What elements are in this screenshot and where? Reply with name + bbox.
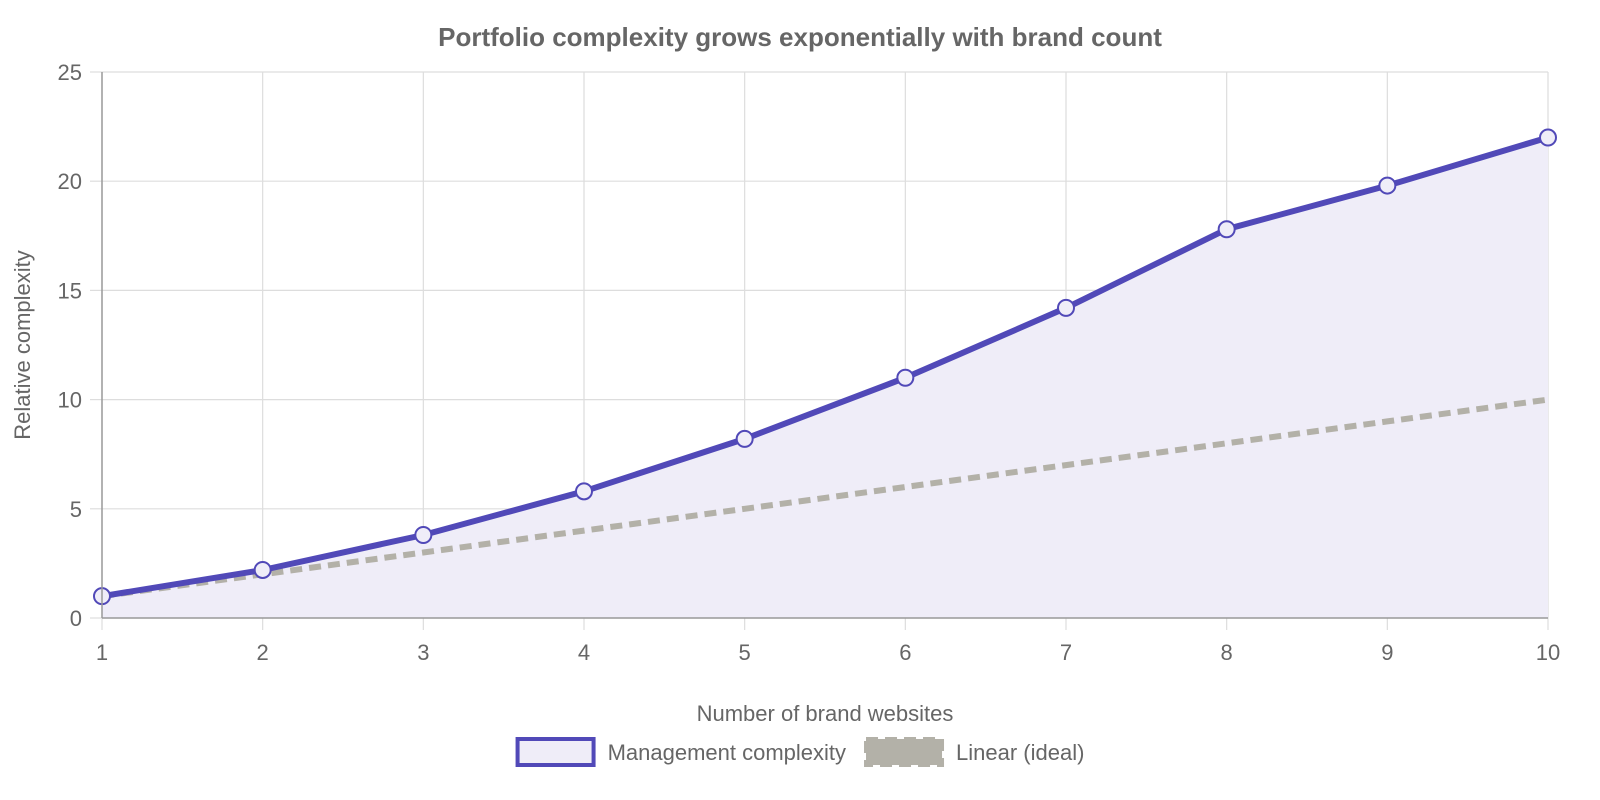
x-tick-label: 3 — [417, 640, 429, 665]
x-tick-label: 10 — [1536, 640, 1560, 665]
legend-label-0: Management complexity — [608, 740, 846, 765]
x-tick-label: 4 — [578, 640, 590, 665]
y-tick-label: 15 — [58, 278, 82, 303]
data-point — [1057, 298, 1075, 317]
x-tick-label: 7 — [1060, 640, 1072, 665]
series-area-0 — [102, 137, 1548, 618]
x-tick-label: 2 — [257, 640, 269, 665]
data-point — [1378, 176, 1397, 195]
legend-item-0: Management complexity — [515, 737, 846, 767]
chart-title: Portfolio complexity grows exponentially… — [438, 22, 1162, 52]
y-tick-label: 20 — [58, 169, 82, 194]
legend-swatch-1 — [864, 737, 945, 767]
data-point — [575, 482, 593, 501]
x-tick-label: 1 — [96, 640, 108, 665]
x-tick-label: 6 — [899, 640, 911, 665]
x-tick-label: 8 — [1221, 640, 1233, 665]
legend-label-1: Linear (ideal) — [956, 740, 1084, 765]
x-tick-label: 5 — [739, 640, 751, 665]
data-point — [414, 526, 433, 545]
data-point — [896, 368, 915, 387]
x-tick-label: 9 — [1381, 640, 1393, 665]
series-layer — [93, 128, 1557, 618]
y-tick-label: 0 — [70, 606, 82, 631]
series-line-1 — [101, 396, 1549, 600]
series-line-0 — [101, 134, 1549, 600]
data-point — [1539, 128, 1557, 147]
y-axis-title: Relative complexity — [10, 250, 35, 440]
legend-swatch-0 — [515, 737, 596, 767]
legend: Management complexity Linear (ideal) — [515, 737, 1084, 767]
data-point — [735, 429, 754, 448]
x-axis-title: Number of brand websites — [697, 701, 954, 726]
y-tick-label: 10 — [58, 388, 82, 413]
y-tick-label: 25 — [58, 60, 82, 85]
axes: 0 5 10 15 20 25 1 2 3 4 5 6 7 8 9 10 — [58, 60, 1561, 665]
data-point — [1217, 220, 1236, 239]
legend-item-1: Linear (ideal) — [864, 737, 1084, 767]
data-point — [253, 560, 272, 579]
y-tick-label: 5 — [70, 497, 82, 522]
